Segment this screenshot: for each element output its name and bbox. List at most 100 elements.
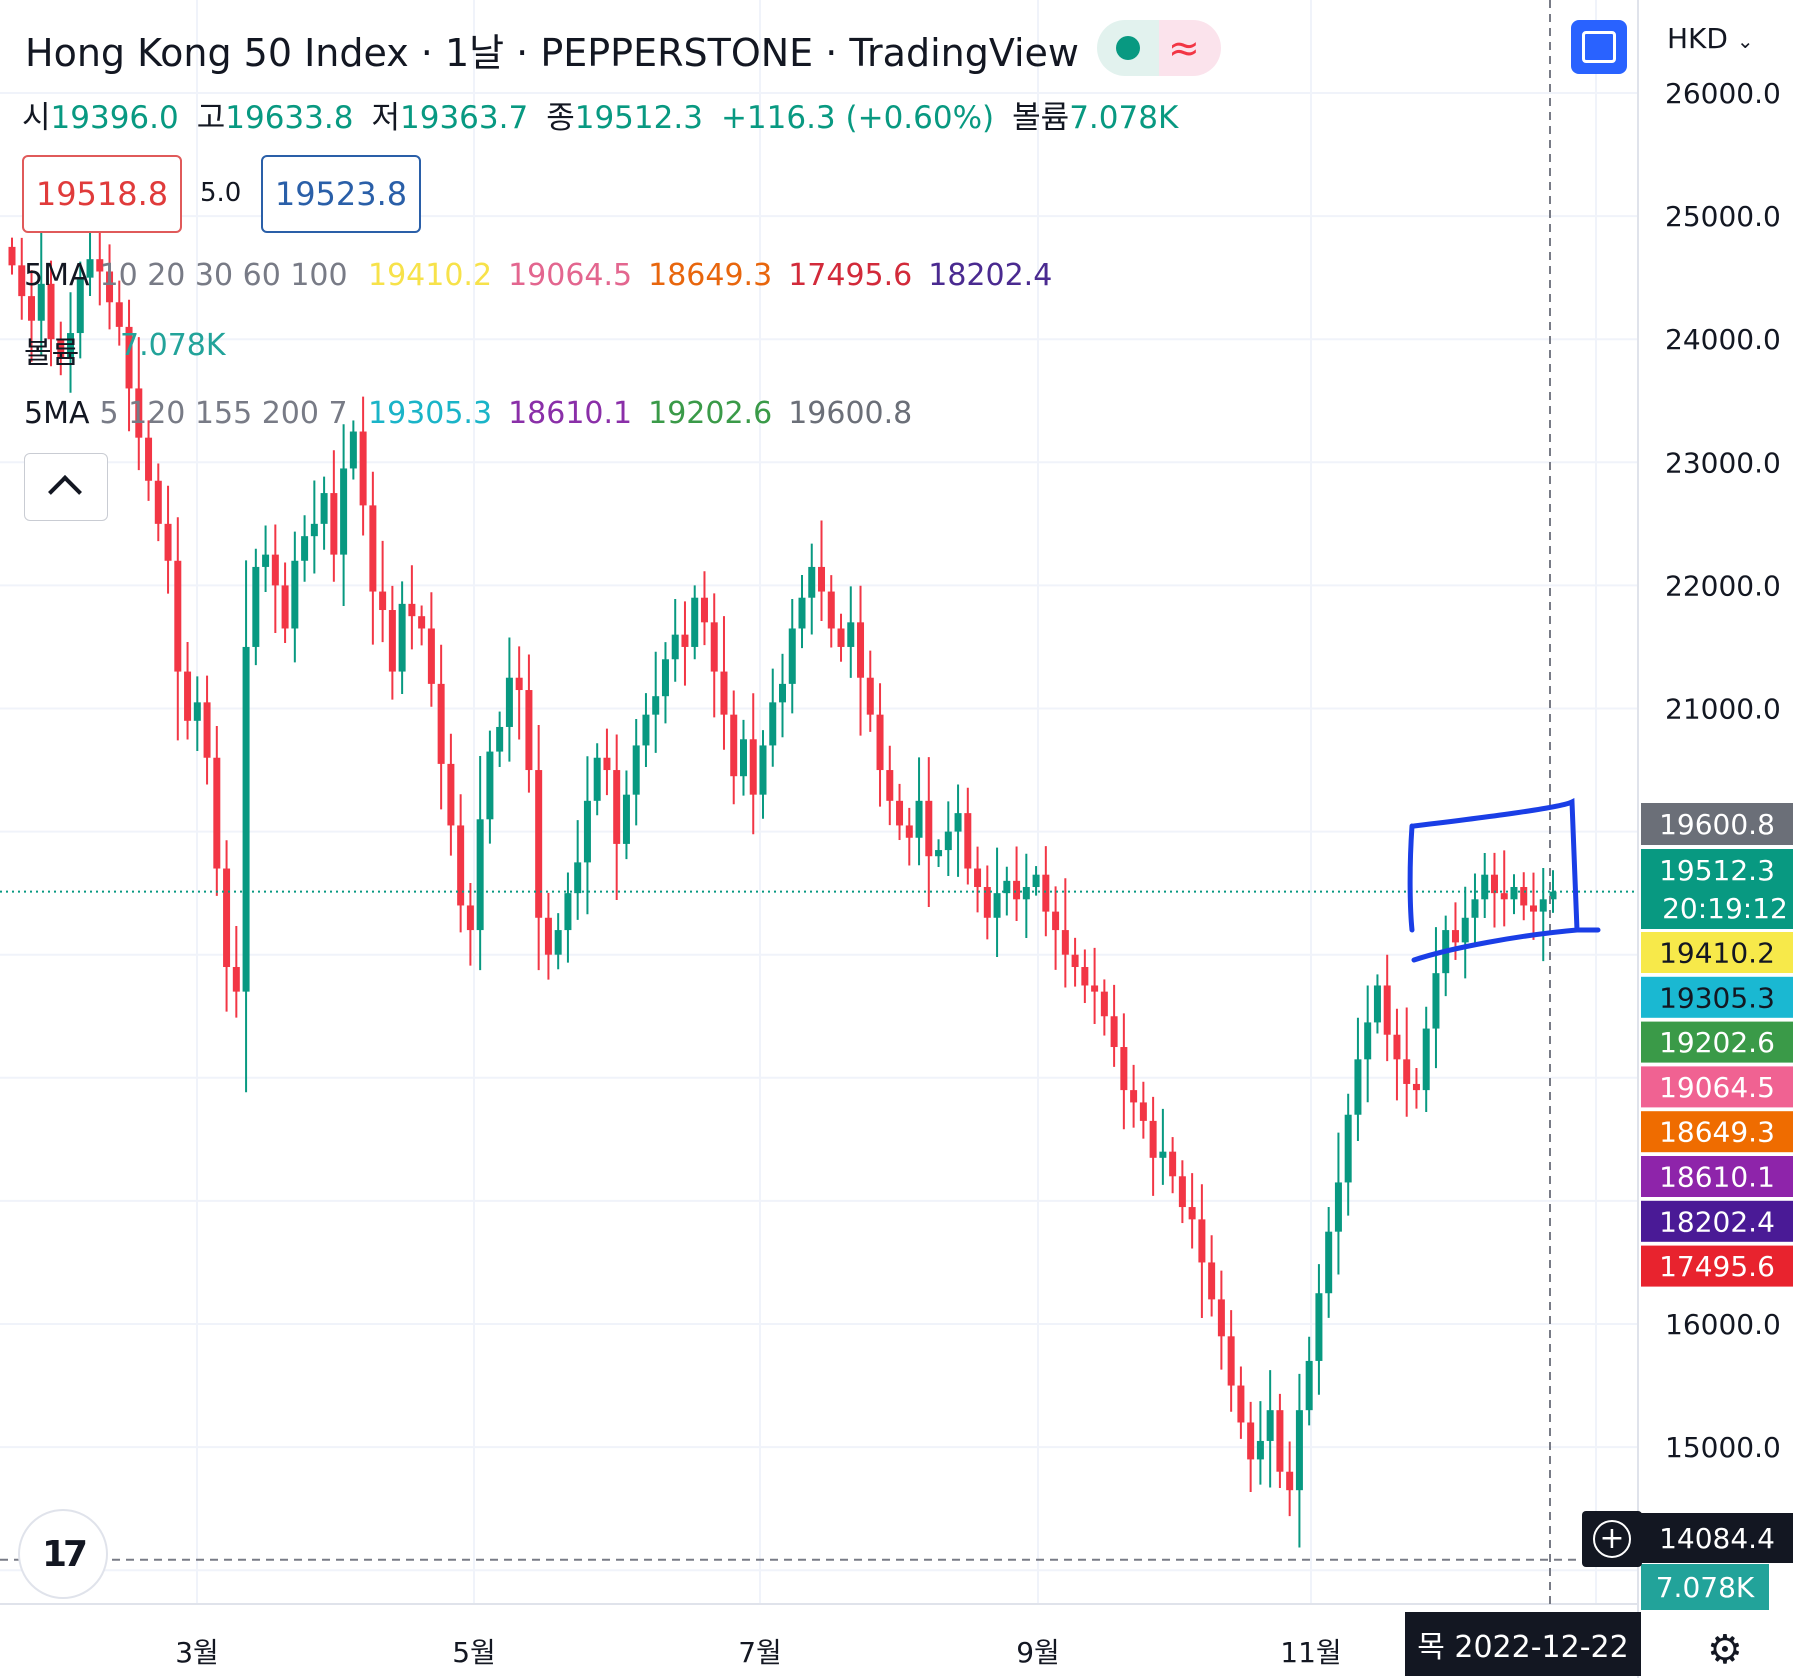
candle-body (574, 862, 582, 894)
candle-body (291, 560, 299, 629)
candle-body (710, 622, 718, 672)
spread-value: 5.0 (200, 178, 242, 208)
price-label-ma: 19410.2 (1659, 937, 1775, 970)
price-label-ma: 18610.1 (1659, 1161, 1775, 1194)
indicator-value: 18202.4 (928, 258, 1053, 293)
candle-body (310, 523, 318, 537)
market-status-pill[interactable]: ≈ (1097, 20, 1221, 76)
ohlc-key: 시 (22, 100, 51, 136)
candle-body (730, 714, 738, 777)
ohlc-value: 19512.3 (574, 100, 703, 136)
candle-body (554, 930, 562, 955)
price-label-ma-bg (1641, 803, 1793, 845)
candle-body (1510, 886, 1518, 900)
candle-body (1130, 1090, 1138, 1103)
candle-body (496, 726, 504, 752)
candle-body (505, 677, 513, 727)
candle-body (759, 745, 767, 795)
tradingview-logo-icon[interactable]: 17 (18, 1509, 108, 1599)
candle-body (1022, 886, 1030, 900)
candle-body (1471, 899, 1479, 918)
indicator-value: 7.078K (120, 328, 226, 363)
candle-body (1315, 1293, 1323, 1361)
candle-body (193, 702, 201, 721)
candle-body (798, 597, 806, 629)
candle-body (671, 634, 679, 660)
candle-body (57, 339, 65, 358)
candle-body (749, 739, 757, 795)
candle-body (330, 493, 338, 555)
countdown-label: 20:19:12 (1662, 892, 1788, 925)
candle-body (466, 905, 474, 931)
x-tick-label: 3월 (175, 1636, 219, 1669)
sell-button[interactable]: 19518.8 (22, 155, 182, 233)
candle-body (1042, 874, 1050, 912)
ohlc-key: 저 (371, 100, 400, 136)
price-label-ma-bg (1641, 932, 1793, 973)
candle-body (427, 628, 435, 684)
candle-body (925, 800, 933, 857)
collapse-legend-button[interactable] (24, 453, 108, 521)
indicator-value: 19064.5 (508, 258, 633, 293)
candle-body (964, 813, 972, 869)
candle-body (379, 591, 387, 611)
candle-body (866, 677, 874, 715)
candle-body (408, 603, 416, 617)
candle-body (837, 628, 845, 647)
candle-body (583, 800, 591, 863)
candle-body (1520, 886, 1528, 906)
candle-body (125, 326, 133, 389)
candle-body (418, 616, 426, 629)
candle-body (622, 794, 630, 844)
candle-body (1451, 930, 1459, 943)
candle-body (67, 333, 75, 358)
candle-body (1227, 1336, 1235, 1386)
candle-body (1188, 1207, 1196, 1220)
candle-body (1403, 1059, 1411, 1084)
candle-body (944, 831, 952, 851)
candle-body (223, 868, 231, 968)
indicator-name: 5MA (24, 258, 90, 293)
candle-body (398, 603, 406, 672)
candle-body (896, 800, 904, 826)
settings-gear-icon[interactable]: ⚙ (1707, 1627, 1743, 1673)
candle-body (369, 505, 377, 592)
candle-body (37, 283, 45, 321)
crosshair-price-label-bg (1641, 1513, 1793, 1563)
candle-body (642, 714, 650, 746)
candle-body (174, 560, 182, 672)
indicator-value: 19410.2 (368, 258, 493, 293)
add-alert-button[interactable]: + (1582, 1511, 1642, 1567)
candle-body (661, 659, 669, 697)
ohlc-key: 종 (546, 100, 575, 136)
price-label-ma: 19202.6 (1659, 1026, 1775, 1059)
price-label-ma-bg (1641, 1245, 1793, 1287)
indicator-row[interactable]: 5MA 5 120 155 200 7 19305.3 18610.1 19202.6 1… (24, 396, 912, 431)
candle-body (1081, 967, 1089, 986)
candle-body (1354, 1059, 1362, 1115)
candle-body (808, 566, 816, 598)
y-tick-label: 23000.0 (1665, 446, 1781, 479)
fullscreen-button[interactable] (1571, 20, 1627, 74)
candle-body (993, 893, 1001, 918)
candle-body (905, 825, 913, 838)
candle-body (593, 757, 601, 801)
candle-body (1120, 1047, 1128, 1091)
candle-body (154, 480, 162, 524)
candle-body (1393, 1034, 1401, 1060)
candle-body (603, 757, 611, 771)
candle-body (1266, 1410, 1274, 1441)
buy-button[interactable]: 19523.8 (261, 155, 421, 233)
indicator-row[interactable]: 5MA 10 20 30 60 100 19410.2 19064.5 18649.3 1… (24, 258, 1052, 293)
indicator-row[interactable]: 볼륨 7.078K (24, 328, 226, 372)
currency-selector[interactable]: HKD ⌄ (1667, 22, 1754, 55)
candle-body (1256, 1440, 1264, 1460)
indicator-value: 17495.6 (788, 258, 913, 293)
candle-body (213, 757, 221, 869)
candle-body (271, 554, 279, 586)
candle-body (739, 739, 747, 777)
indicator-params: 10 20 30 60 100 (99, 258, 348, 293)
price-label-ma-bg (1641, 1021, 1793, 1063)
candle-body (1276, 1410, 1284, 1472)
